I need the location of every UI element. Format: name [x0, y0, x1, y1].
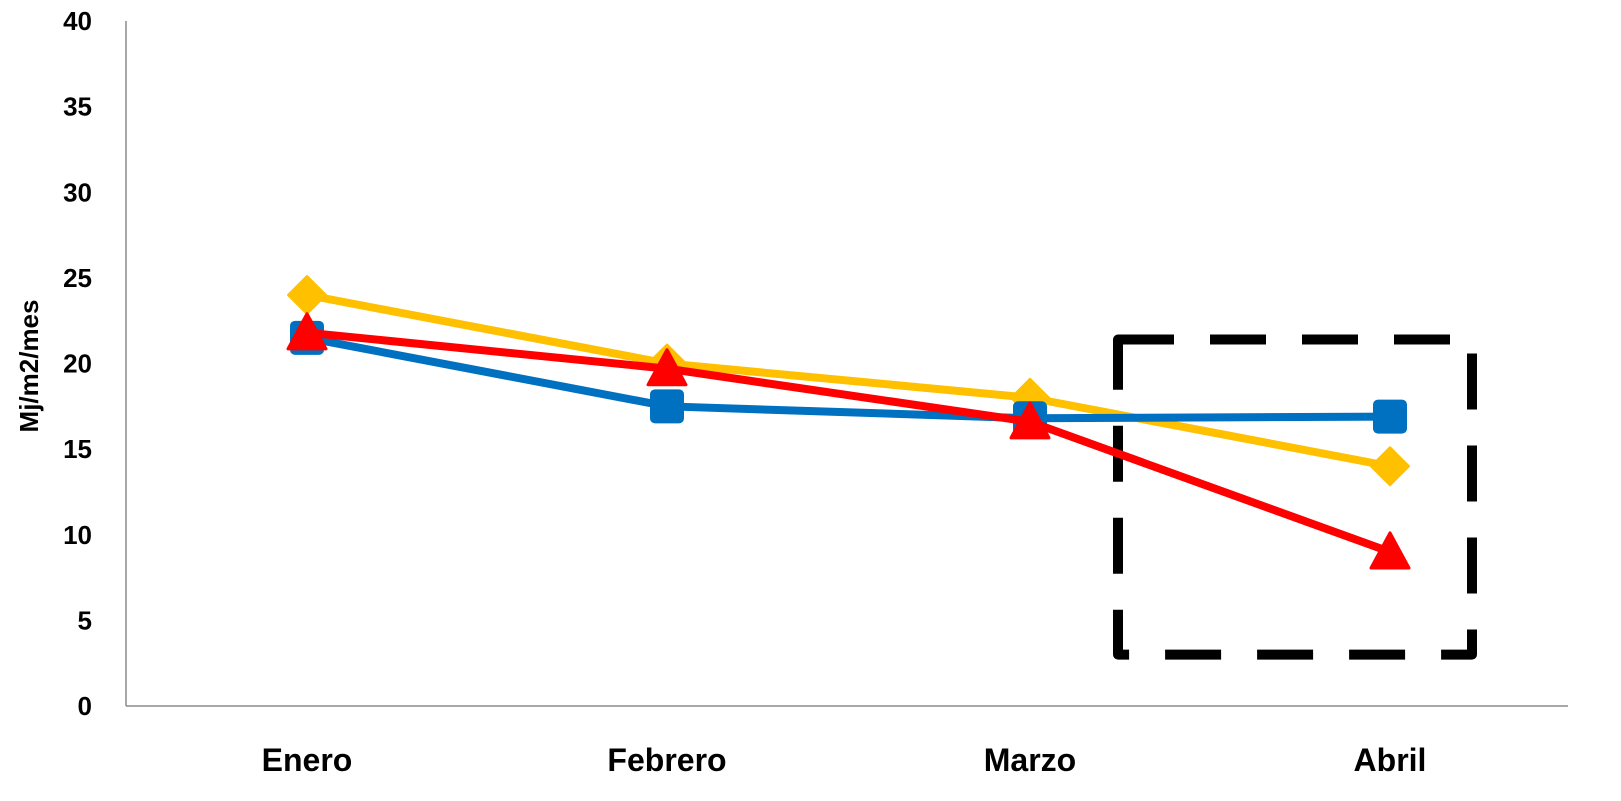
series-diamond: [287, 275, 1410, 487]
x-tick-label: Febrero: [607, 742, 726, 778]
y-tick-label: 35: [63, 92, 92, 122]
data-point-square: [1373, 399, 1407, 434]
series-triangle: [286, 312, 1411, 570]
series-line: [306, 291, 1391, 471]
y-tick-label: 40: [63, 6, 92, 36]
y-tick-label: 10: [63, 520, 92, 550]
data-point-triangle: [1009, 401, 1051, 440]
data-point-triangle: [646, 348, 688, 387]
series-line: [306, 333, 1391, 423]
x-tick-label: Abril: [1354, 742, 1427, 778]
x-tick-label: Marzo: [984, 742, 1076, 778]
highlight-layer: [1113, 334, 1477, 660]
y-axis-title: Mj/m2/mes: [14, 300, 44, 433]
x-tick-label: Enero: [262, 742, 353, 778]
data-point-square: [650, 389, 684, 424]
y-tick-label: 30: [63, 177, 92, 207]
series-line: [306, 328, 1392, 556]
data-point-triangle: [1369, 531, 1411, 570]
data-point-triangle: [286, 312, 328, 351]
highlight-box: [1113, 334, 1477, 660]
series-layer: [286, 275, 1411, 570]
y-tick-label: 5: [78, 605, 92, 635]
y-tick-label: 0: [78, 691, 92, 721]
y-tick-label: 15: [63, 434, 92, 464]
data-point-diamond: [1370, 446, 1410, 487]
axes-layer: 0 5 10 15 20 25 30 35 40 Enero Febrero Marzo Abril: [63, 6, 1568, 778]
data-point-diamond: [287, 275, 327, 315]
y-tick-label: 25: [63, 263, 92, 293]
y-tick-label: 20: [63, 349, 92, 379]
